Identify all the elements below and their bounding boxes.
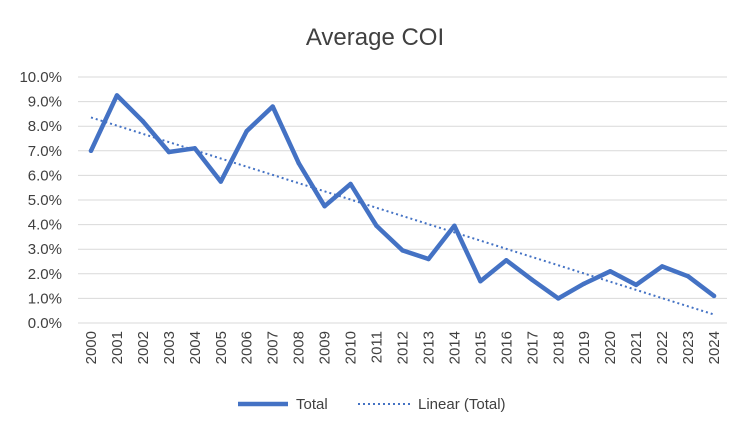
y-tick-label: 4.0% (28, 217, 62, 234)
data-point (530, 277, 535, 283)
data-point (270, 104, 275, 109)
x-axis-ticks: 2000 2001 2002 2003 2004 2005 2006 2007 2008 2009… (83, 331, 723, 364)
x-tick-label: 2019 (576, 331, 593, 364)
data-point (166, 149, 172, 155)
x-tick-label: 2005 (213, 331, 230, 364)
x-tick-label: 2021 (628, 331, 645, 364)
x-tick-label: 2014 (446, 331, 463, 364)
data-point (140, 119, 146, 124)
x-tick-label: 2004 (187, 331, 204, 364)
data-point (114, 93, 120, 98)
x-tick-label: 2003 (161, 331, 178, 364)
data-point (452, 223, 457, 229)
y-tick-label: 9.0% (28, 94, 62, 111)
chart-title: Average COI (306, 24, 444, 51)
data-point (374, 223, 379, 229)
x-tick-label: 2015 (472, 331, 489, 364)
x-tick-label: 2007 (265, 331, 282, 364)
data-point (88, 148, 94, 153)
x-tick-label: 2012 (395, 331, 412, 364)
data-point (711, 293, 717, 299)
x-tick-label: 2008 (291, 331, 308, 364)
trendline-linear (90, 116, 715, 316)
data-point (478, 278, 483, 284)
trendline-layer (90, 116, 715, 316)
series-layer (88, 93, 717, 301)
data-point (348, 181, 353, 187)
data-point (192, 146, 198, 151)
x-tick-label: 2000 (83, 331, 100, 364)
data-point (296, 160, 301, 166)
data-point (504, 258, 509, 263)
data-point (426, 256, 431, 262)
data-point (582, 281, 587, 286)
y-tick-label: 0.0% (28, 315, 62, 332)
y-tick-label: 8.0% (28, 118, 62, 135)
x-tick-label: 2022 (654, 331, 671, 364)
y-tick-label: 1.0% (28, 290, 62, 307)
y-tick-label: 3.0% (28, 241, 62, 258)
x-tick-label: 2011 (369, 331, 386, 363)
y-tick-label: 10.0% (19, 69, 62, 86)
data-point (322, 203, 327, 209)
x-tick-label: 2016 (498, 331, 515, 364)
x-tick-label: 2009 (317, 331, 334, 364)
x-tick-label: 2013 (420, 331, 437, 364)
gridlines (78, 76, 727, 324)
data-point (607, 269, 613, 274)
data-point (685, 274, 691, 279)
legend-trend-label: Linear (Total) (418, 396, 506, 413)
y-tick-label: 2.0% (28, 266, 62, 283)
x-tick-label: 2002 (135, 331, 152, 364)
data-point (659, 264, 665, 269)
data-point (400, 248, 405, 253)
x-tick-label: 2018 (550, 331, 567, 364)
data-point (633, 282, 639, 288)
y-tick-label: 6.0% (28, 167, 62, 184)
legend: Total Linear (Total) (238, 396, 506, 413)
y-tick-label: 7.0% (28, 143, 62, 160)
data-point (244, 128, 249, 134)
x-tick-label: 2010 (343, 331, 360, 364)
x-tick-label: 2024 (706, 331, 723, 364)
legend-total-label: Total (296, 396, 328, 413)
x-tick-label: 2020 (602, 331, 619, 364)
data-point (218, 179, 223, 184)
data-point (556, 296, 561, 301)
x-tick-label: 2001 (109, 331, 126, 364)
y-tick-label: 5.0% (28, 192, 62, 209)
x-tick-label: 2023 (680, 331, 697, 364)
x-tick-label: 2006 (239, 331, 256, 364)
y-axis-ticks: 0.0% 1.0% 2.0% 3.0% 4.0% 5.0% 6.0% 7.0% 8.0% 9.0%… (19, 69, 62, 332)
x-tick-label: 2017 (524, 331, 541, 364)
